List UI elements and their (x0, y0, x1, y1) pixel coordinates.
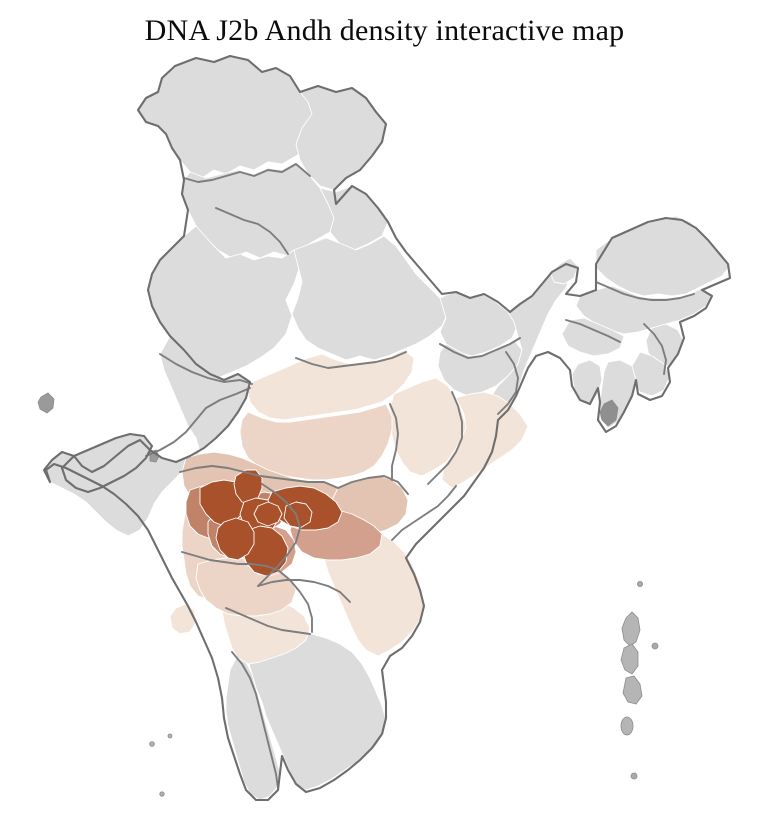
island-lakshadweep-mid[interactable] (167, 733, 173, 739)
india-national-boundary (42, 54, 732, 802)
state-border-assam-nagaland (643, 323, 667, 375)
island-middle-andaman[interactable] (620, 643, 639, 675)
region-goa[interactable] (169, 603, 197, 635)
island-nicobar-car[interactable] (630, 772, 638, 780)
state-border-maharashtra-karnataka (181, 551, 279, 571)
state-border-ne-inner (595, 281, 695, 301)
island-south-andaman[interactable] (622, 675, 643, 705)
state-border-telangana-ap (257, 579, 351, 603)
state-border-assam-meghalaya (565, 319, 621, 343)
island-lakshadweep-south[interactable] (159, 791, 165, 797)
island-little-andaman[interactable] (620, 716, 634, 736)
state-border-jharkhand-wb (497, 351, 519, 415)
island-north-andaman[interactable] (621, 611, 641, 647)
state-border-chhattisgarh-odisha (427, 391, 463, 485)
india-choropleth-map[interactable] (0, 52, 769, 815)
region-diu[interactable] (37, 392, 55, 414)
state-border-tn-kerala (231, 651, 279, 789)
region-core-small-a[interactable] (253, 501, 283, 527)
region-kerala[interactable] (225, 657, 281, 801)
region-sikkim[interactable] (549, 257, 579, 285)
island-barren[interactable] (651, 642, 659, 650)
map-layer-islands (149, 581, 659, 797)
state-border-gujarat-mp (145, 387, 251, 457)
map-layer-high-density (199, 469, 343, 577)
region-nanded-core[interactable] (215, 517, 255, 561)
region-mizoram-dark[interactable] (599, 399, 619, 427)
region-arunachal-pradesh[interactable] (595, 215, 731, 297)
state-border-punjab-haryana (215, 207, 289, 255)
state-border-karnataka-ap (277, 569, 313, 633)
island-narcondam[interactable] (637, 581, 644, 588)
state-border-maharashtra-telangana (257, 483, 301, 587)
state-border-mp-chhattisgarh (389, 403, 399, 481)
region-uttar-pradesh[interactable] (291, 235, 449, 361)
state-border-jk-hp (183, 163, 311, 183)
region-madhya-pradesh-north[interactable] (247, 349, 415, 421)
map-layer-country-outline (42, 54, 732, 802)
state-border-ap-odisha (391, 485, 457, 541)
state-border-bihar-jharkhand (439, 337, 521, 359)
region-odisha[interactable] (441, 391, 529, 489)
region-tripura[interactable] (571, 359, 603, 405)
state-border-mp-maharashtra (179, 465, 409, 495)
state-border-rajasthan-mp (159, 353, 253, 385)
map-svg[interactable] (0, 52, 769, 815)
map-layer-union-territories (37, 392, 619, 463)
map-layer-state-borders (145, 163, 695, 789)
region-meghalaya[interactable] (561, 317, 625, 357)
state-border-karnataka-tn (225, 607, 311, 635)
island-lakshadweep-north[interactable] (149, 741, 155, 747)
state-border-up-mp (295, 351, 407, 369)
page-title: DNA J2b Andh density interactive map (144, 14, 625, 47)
